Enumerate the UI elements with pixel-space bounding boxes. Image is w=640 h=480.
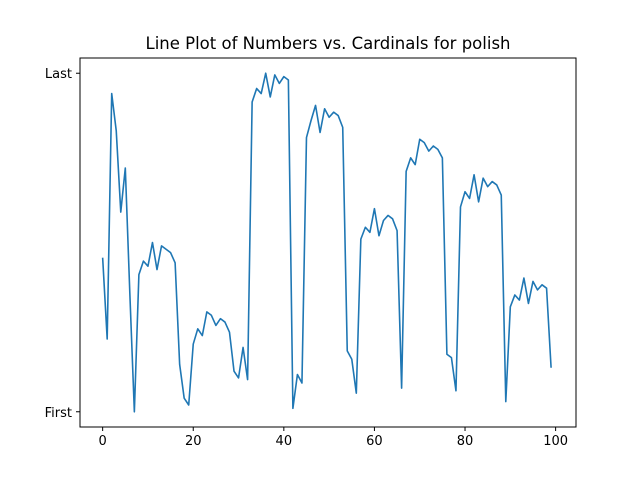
plot-area bbox=[101, 72, 552, 413]
x-tick-label: 20 bbox=[185, 434, 202, 449]
series-line-0 bbox=[101, 72, 552, 413]
y-tick-label: Last bbox=[45, 67, 72, 82]
y-tick-label: First bbox=[45, 406, 72, 421]
x-tick-label: 40 bbox=[276, 434, 293, 449]
x-tick-label: 80 bbox=[457, 434, 474, 449]
x-tick-label: 60 bbox=[366, 434, 383, 449]
chart-title: Line Plot of Numbers vs. Cardinals for p… bbox=[146, 34, 511, 53]
x-tick-label: 0 bbox=[99, 434, 107, 449]
axes-frame bbox=[79, 57, 577, 428]
x-tick-label: 100 bbox=[543, 434, 568, 449]
axes: 0 20 40 60 80 100 First Last bbox=[45, 57, 577, 449]
